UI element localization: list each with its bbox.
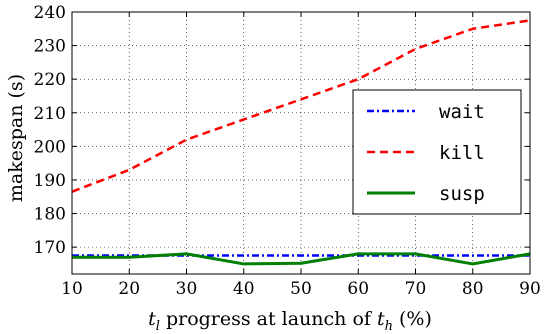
y-tick-label: 230 [34, 37, 66, 57]
x-axis-label: tl progress at launch of th (%) [148, 308, 432, 334]
tick-marks [71, 11, 531, 274]
x-tick-label: 50 [290, 279, 312, 299]
series-lines [71, 19, 531, 266]
x-tick-label: 10 [61, 279, 83, 299]
legend-box [352, 89, 522, 215]
y-tick-label: 210 [34, 104, 66, 124]
x-tick-label: 20 [118, 279, 140, 299]
x-tick-label: 80 [462, 279, 484, 299]
y-tick-label: 200 [34, 137, 66, 157]
x-tick-label: 70 [405, 279, 427, 299]
x-tick-label: 90 [519, 279, 541, 299]
legend-label-wait: wait [439, 101, 485, 123]
y-tick-label: 240 [34, 3, 66, 23]
x-tick-label: 60 [347, 279, 369, 299]
series-line-susp [72, 252, 531, 266]
y-axis-label: makespan (s) [5, 74, 27, 202]
legend: wait kill susp [352, 89, 522, 215]
series-line-kill [71, 19, 531, 193]
y-tick-label: 220 [34, 70, 66, 90]
legend-label-kill: kill [439, 142, 485, 164]
x-tick-label: 40 [233, 279, 255, 299]
y-tick-label: 190 [34, 171, 66, 191]
tick-labels: 10 20 30 40 50 60 70 80 90 170 180 190 200 210 220 230 2… [34, 3, 541, 299]
legend-label-susp: susp [439, 183, 485, 205]
x-tick-label: 30 [176, 279, 198, 299]
y-tick-label: 170 [34, 238, 66, 258]
y-tick-label: 180 [34, 205, 66, 225]
